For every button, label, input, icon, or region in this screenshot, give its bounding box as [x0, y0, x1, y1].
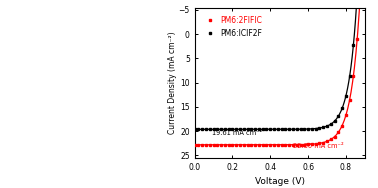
- PM6:ICIF2F: [351, 44, 356, 46]
- PM6:ICIF2F: [226, 128, 231, 130]
- PM6:ICIF2F: [347, 75, 352, 77]
- PM6:2FIFIC: [253, 144, 257, 146]
- PM6:ICIF2F: [310, 128, 314, 130]
- PM6:ICIF2F: [268, 128, 273, 130]
- PM6:2FIFIC: [355, 38, 359, 40]
- PM6:ICIF2F: [340, 107, 344, 110]
- PM6:ICIF2F: [257, 128, 261, 130]
- Line: PM6:ICIF2F: PM6:ICIF2F: [193, 0, 363, 131]
- PM6:2FIFIC: [321, 141, 325, 144]
- PM6:ICIF2F: [238, 128, 242, 130]
- PM6:ICIF2F: [245, 128, 250, 130]
- PM6:2FIFIC: [325, 140, 329, 143]
- PM6:ICIF2F: [208, 128, 212, 130]
- PM6:ICIF2F: [204, 128, 208, 130]
- PM6:ICIF2F: [249, 128, 254, 130]
- PM6:2FIFIC: [249, 144, 254, 146]
- PM6:ICIF2F: [328, 123, 333, 125]
- PM6:2FIFIC: [310, 143, 314, 145]
- PM6:2FIFIC: [344, 114, 348, 117]
- PM6:2FIFIC: [215, 144, 220, 146]
- PM6:2FIFIC: [245, 144, 250, 146]
- PM6:2FIFIC: [332, 136, 337, 138]
- PM6:ICIF2F: [279, 128, 284, 130]
- PM6:2FIFIC: [276, 144, 280, 146]
- PM6:2FIFIC: [264, 144, 269, 146]
- PM6:2FIFIC: [287, 144, 291, 146]
- PM6:ICIF2F: [223, 128, 227, 130]
- PM6:2FIFIC: [317, 142, 322, 144]
- PM6:2FIFIC: [200, 144, 204, 146]
- PM6:2FIFIC: [238, 144, 242, 146]
- PM6:2FIFIC: [219, 144, 223, 146]
- PM6:ICIF2F: [192, 128, 197, 130]
- PM6:ICIF2F: [272, 128, 276, 130]
- PM6:2FIFIC: [257, 144, 261, 146]
- PM6:2FIFIC: [211, 144, 216, 146]
- PM6:2FIFIC: [242, 144, 246, 146]
- PM6:2FIFIC: [302, 143, 307, 146]
- PM6:ICIF2F: [344, 95, 348, 97]
- PM6:2FIFIC: [283, 144, 288, 146]
- Text: 22.80 mA cm⁻²: 22.80 mA cm⁻²: [293, 143, 344, 149]
- PM6:ICIF2F: [313, 127, 318, 130]
- PM6:2FIFIC: [336, 131, 341, 133]
- Legend: PM6:2FIFIC, PM6:ICIF2F: PM6:2FIFIC, PM6:ICIF2F: [200, 13, 265, 41]
- PM6:2FIFIC: [279, 144, 284, 146]
- PM6:2FIFIC: [340, 124, 344, 127]
- X-axis label: Voltage (V): Voltage (V): [255, 177, 305, 186]
- PM6:ICIF2F: [211, 128, 216, 130]
- PM6:2FIFIC: [260, 144, 265, 146]
- PM6:2FIFIC: [328, 138, 333, 141]
- PM6:2FIFIC: [226, 144, 231, 146]
- PM6:ICIF2F: [242, 128, 246, 130]
- PM6:2FIFIC: [196, 144, 201, 146]
- PM6:ICIF2F: [264, 128, 269, 130]
- PM6:ICIF2F: [276, 128, 280, 130]
- PM6:ICIF2F: [215, 128, 220, 130]
- PM6:ICIF2F: [325, 125, 329, 127]
- PM6:ICIF2F: [291, 128, 295, 130]
- PM6:ICIF2F: [287, 128, 291, 130]
- PM6:2FIFIC: [223, 144, 227, 146]
- Y-axis label: Current Density (mA cm⁻²): Current Density (mA cm⁻²): [168, 31, 177, 134]
- Text: 19.61 mA cm⁻²: 19.61 mA cm⁻²: [212, 130, 262, 136]
- PM6:2FIFIC: [234, 144, 239, 146]
- PM6:ICIF2F: [283, 128, 288, 130]
- PM6:2FIFIC: [294, 144, 299, 146]
- PM6:ICIF2F: [306, 128, 310, 130]
- PM6:ICIF2F: [196, 128, 201, 130]
- PM6:ICIF2F: [332, 120, 337, 122]
- PM6:ICIF2F: [253, 128, 257, 130]
- PM6:2FIFIC: [347, 99, 352, 101]
- PM6:2FIFIC: [351, 75, 356, 77]
- PM6:ICIF2F: [234, 128, 239, 130]
- PM6:2FIFIC: [268, 144, 273, 146]
- PM6:2FIFIC: [313, 143, 318, 145]
- Line: PM6:2FIFIC: PM6:2FIFIC: [193, 0, 363, 146]
- PM6:ICIF2F: [260, 128, 265, 130]
- PM6:ICIF2F: [230, 128, 235, 130]
- PM6:2FIFIC: [306, 143, 310, 146]
- PM6:ICIF2F: [294, 128, 299, 130]
- PM6:2FIFIC: [192, 144, 197, 146]
- PM6:ICIF2F: [336, 115, 341, 117]
- PM6:2FIFIC: [298, 143, 303, 146]
- PM6:ICIF2F: [321, 126, 325, 128]
- PM6:ICIF2F: [302, 128, 307, 130]
- PM6:2FIFIC: [230, 144, 235, 146]
- PM6:ICIF2F: [200, 128, 204, 130]
- PM6:ICIF2F: [298, 128, 303, 130]
- PM6:ICIF2F: [219, 128, 223, 130]
- PM6:2FIFIC: [272, 144, 276, 146]
- PM6:ICIF2F: [317, 127, 322, 129]
- PM6:2FIFIC: [291, 144, 295, 146]
- PM6:2FIFIC: [208, 144, 212, 146]
- PM6:2FIFIC: [204, 144, 208, 146]
